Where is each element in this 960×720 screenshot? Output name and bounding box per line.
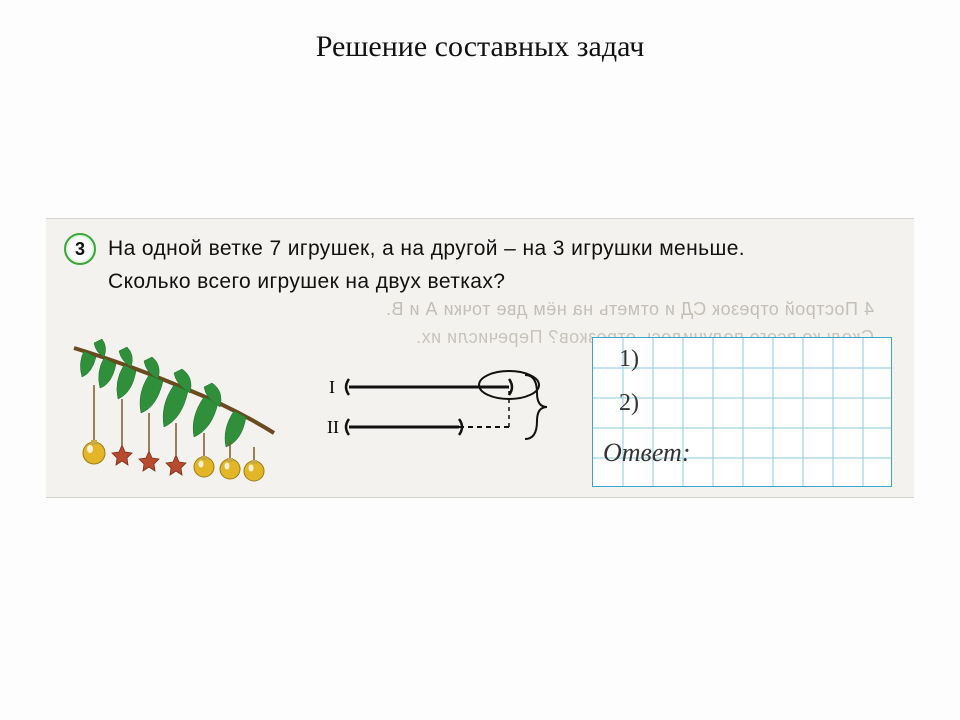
bleedthrough-text-1: 4 Построй отрезок СД и отметь на нём две… bbox=[96, 299, 874, 320]
question-number-badge: 3 bbox=[64, 233, 96, 265]
scheme-label-2: II bbox=[327, 417, 339, 437]
figures-row: I II bbox=[64, 337, 896, 489]
solution-step-2: 2) bbox=[619, 390, 639, 417]
question-text: На одной ветке 7 игрушек, а на другой – … bbox=[108, 233, 745, 298]
scheme-label-1: I bbox=[329, 377, 335, 397]
solution-step-1: 1) bbox=[619, 346, 639, 373]
page-title: Решение составных задач bbox=[0, 30, 960, 64]
answer-grid[interactable]: 1) 2) Ответ: bbox=[592, 337, 892, 487]
question-line-2: Сколько всего игрушек на двух ветках? bbox=[108, 270, 505, 293]
answer-label: Ответ: bbox=[603, 438, 690, 468]
question-line-1: На одной ветке 7 игрушек, а на другой – … bbox=[108, 237, 745, 260]
exercise-panel: 3 На одной ветке 7 игрушек, а на другой … bbox=[46, 218, 914, 498]
bar-scheme: I II bbox=[319, 355, 569, 475]
question-row: 3 На одной ветке 7 игрушек, а на другой … bbox=[64, 233, 896, 298]
branch-illustration bbox=[64, 333, 304, 493]
